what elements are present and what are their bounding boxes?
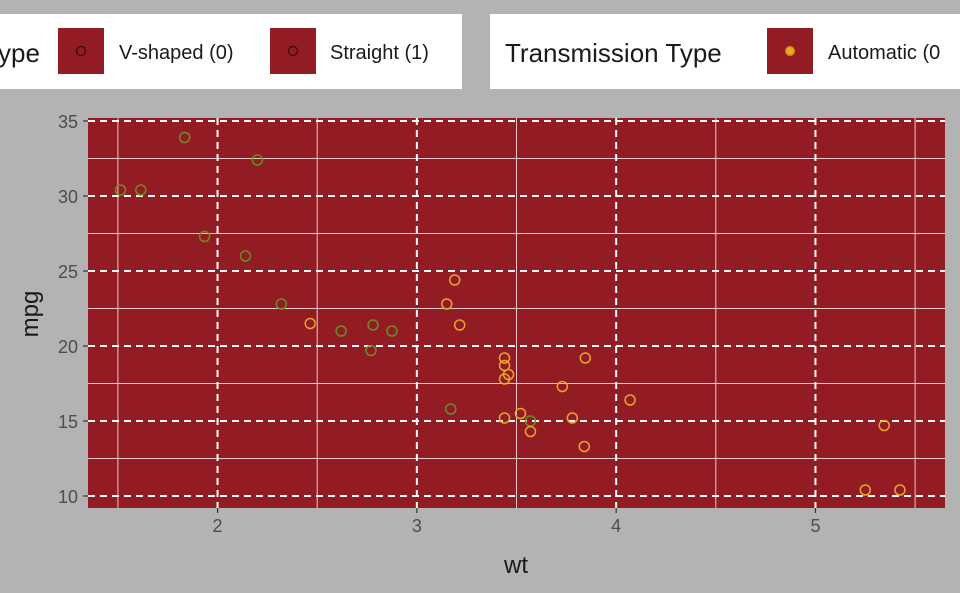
data-point-manual	[135, 184, 147, 196]
x-tick-label: 4	[611, 516, 621, 536]
y-tick-label: 25	[58, 262, 78, 282]
data-point-automatic	[440, 298, 453, 310]
legend-label-straight: Straight (1)	[330, 42, 429, 64]
data-point-automatic	[514, 407, 527, 420]
data-point-automatic	[453, 319, 466, 331]
legend-key-v-shaped	[58, 28, 104, 74]
data-point-automatic	[624, 394, 636, 406]
legend-key-v-shaped-symbol	[75, 45, 87, 57]
data-point-automatic	[578, 440, 591, 453]
legend-label-automatic: Automatic (0	[828, 42, 940, 64]
data-point-automatic	[579, 352, 592, 364]
legend-key-straight	[270, 28, 316, 74]
data-point-manual	[335, 325, 347, 337]
legend-transmission-type: Transmission Type Automatic (0	[490, 14, 960, 89]
legend-label-v-shaped: V-shaped (0)	[119, 42, 234, 64]
legend-transmission-type-title: Transmission Type	[505, 38, 722, 68]
x-tick-label: 3	[412, 516, 422, 536]
x-tick-label: 2	[213, 516, 223, 536]
data-point-manual	[251, 154, 264, 166]
y-axis-label: mpg	[17, 291, 44, 338]
x-tick-label: 5	[810, 516, 820, 536]
legend-key-straight-symbol	[287, 45, 299, 57]
legend-key-automatic-symbol	[784, 45, 796, 57]
data-point-automatic	[566, 412, 579, 424]
data-point-automatic	[894, 484, 906, 496]
y-tick-label: 15	[58, 412, 78, 432]
data-point-automatic	[448, 274, 461, 286]
data-point-automatic	[556, 380, 569, 393]
data-point-automatic	[498, 412, 511, 424]
legend-engine-type: ype V-shaped (0) Straight (1)	[0, 14, 462, 89]
data-point-manual	[444, 403, 457, 415]
data-point-automatic	[498, 352, 511, 364]
data-point-manual	[275, 298, 288, 310]
legend-transmission-type-box	[490, 14, 960, 89]
data-point-manual	[386, 325, 398, 337]
legend-engine-type-title: ype	[0, 38, 40, 68]
data-point-automatic	[524, 425, 537, 438]
plot-panel: 2 3 4 5 10 15 20 25 30 35	[58, 112, 945, 536]
data-point-manual	[178, 131, 191, 144]
data-point-manual	[365, 344, 377, 357]
data-point-automatic	[502, 368, 515, 381]
y-tick-label: 35	[58, 112, 78, 132]
data-point-automatic	[878, 419, 890, 432]
x-axis-label: wt	[503, 552, 528, 579]
data-point-manual	[239, 250, 252, 262]
data-point-automatic	[304, 317, 316, 330]
data-point-manual	[198, 230, 211, 243]
data-point-automatic	[859, 484, 872, 496]
y-tick-label: 10	[58, 487, 78, 507]
y-tick-label: 30	[58, 187, 78, 207]
data-point-manual	[367, 319, 379, 331]
data-point-manual	[114, 184, 127, 196]
y-tick-label: 20	[58, 337, 78, 357]
